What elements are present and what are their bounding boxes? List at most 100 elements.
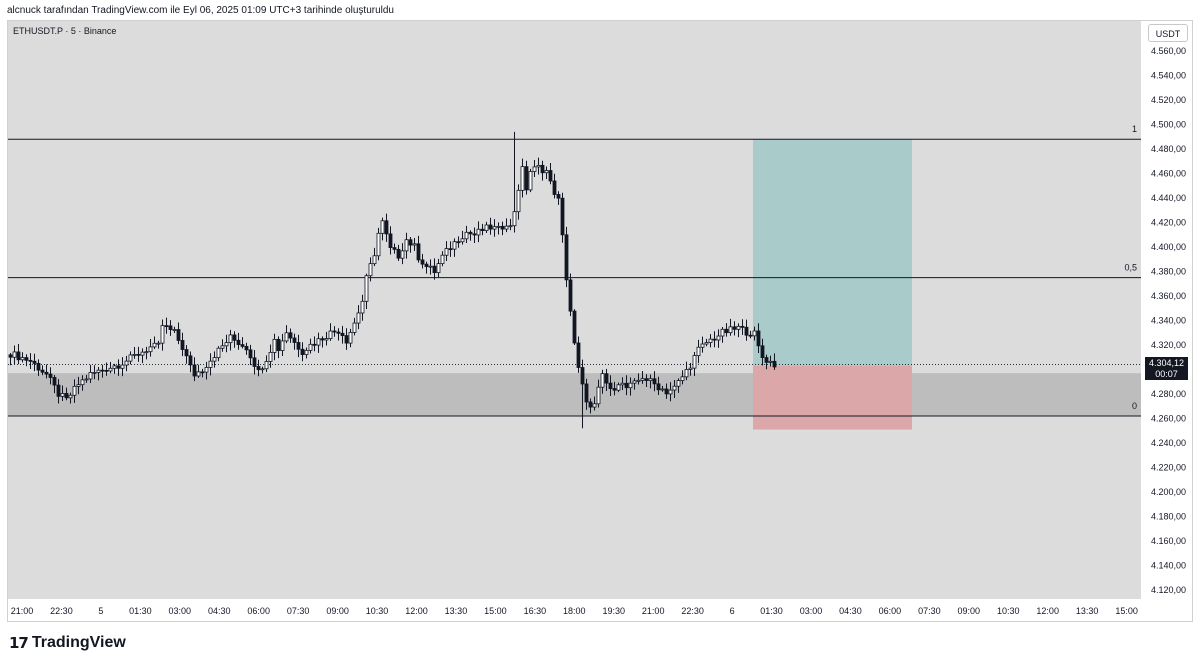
candle-body	[44, 371, 49, 375]
candle-body	[144, 351, 149, 354]
time-tick-label: 09:00	[958, 606, 981, 616]
time-tick-label: 12:00	[1036, 606, 1059, 616]
price-tick-label: 4.500,00	[1151, 120, 1186, 130]
candle-body	[408, 239, 413, 246]
candle-body	[724, 328, 729, 334]
currency-badge[interactable]: USDT	[1148, 24, 1188, 42]
candle-body	[8, 354, 13, 358]
candle-body	[496, 225, 501, 228]
time-tick-label: 15:00	[1115, 606, 1138, 616]
candle-body	[92, 372, 97, 374]
candle-body	[556, 194, 561, 199]
candle-body	[512, 211, 517, 227]
price-tick-label: 4.460,00	[1151, 169, 1186, 179]
price-tick-label: 4.200,00	[1151, 487, 1186, 497]
tradingview-logo-icon: 17	[9, 634, 29, 652]
candle-body	[148, 346, 153, 353]
candle-body	[636, 379, 641, 382]
candle-body	[552, 180, 557, 195]
candle-body	[232, 334, 237, 341]
candle-body	[696, 346, 701, 357]
time-tick-label: 06:00	[879, 606, 902, 616]
candle-body	[596, 386, 601, 405]
price-tick-label: 4.440,00	[1151, 193, 1186, 203]
candle-body	[576, 342, 581, 368]
candle-body	[140, 351, 145, 356]
candle-body	[564, 234, 569, 281]
candle-body	[68, 394, 73, 399]
candle-body	[520, 166, 525, 191]
candle-body	[160, 325, 165, 344]
last-price-badge: 4.304,12 00:07	[1145, 357, 1188, 380]
candle-body	[136, 353, 141, 356]
time-tick-label: 07:30	[918, 606, 941, 616]
candle-body	[712, 338, 717, 341]
candle-body	[48, 373, 53, 378]
candle-body	[508, 225, 513, 228]
take-profit-zone	[753, 139, 912, 366]
candle-body	[640, 378, 645, 381]
candle-body	[20, 357, 25, 361]
candle-body	[424, 263, 429, 268]
candle-body	[296, 342, 301, 350]
candle-body	[244, 346, 249, 351]
time-tick-label: 07:30	[287, 606, 310, 616]
candle-body	[676, 380, 681, 387]
candle-body	[36, 362, 41, 371]
candle-body	[344, 335, 349, 344]
candle-body	[756, 330, 761, 347]
price-tick-label: 4.400,00	[1151, 242, 1186, 252]
candle-body	[588, 401, 593, 408]
time-tick-label: 22:30	[681, 606, 704, 616]
candle-body	[352, 322, 357, 333]
price-tick-label: 4.520,00	[1151, 95, 1186, 105]
chart-frame[interactable]	[7, 20, 1193, 622]
candle-body	[436, 263, 441, 274]
candle-body	[692, 355, 697, 369]
candle-body	[280, 340, 285, 351]
candle-body	[744, 326, 749, 336]
candle-body	[720, 328, 725, 337]
symbol-label[interactable]: ETHUSDT.P · 5 · Binance	[13, 26, 117, 36]
candle-body	[292, 337, 297, 343]
candle-body	[460, 238, 465, 243]
time-tick-label: 10:30	[366, 606, 389, 616]
tradingview-logo[interactable]: 17 TradingView	[9, 634, 126, 652]
candle-body	[452, 241, 457, 250]
candle-body	[388, 233, 393, 249]
candle-body	[112, 365, 117, 369]
candle-body	[64, 393, 69, 399]
time-tick-label: 03:00	[800, 606, 823, 616]
candle-body	[728, 326, 733, 334]
time-tick-label: 06:00	[247, 606, 270, 616]
candle-body	[312, 343, 317, 346]
candle-body	[768, 360, 773, 363]
candle-body	[184, 349, 189, 357]
candle-body	[172, 329, 177, 331]
time-tick-label: 03:00	[169, 606, 192, 616]
candle-body	[624, 382, 629, 389]
candle-body	[704, 342, 709, 345]
candle-body	[236, 339, 241, 345]
candle-body	[276, 338, 281, 351]
price-tick-label: 4.140,00	[1151, 561, 1186, 571]
candle-body	[28, 359, 33, 362]
candle-body	[340, 332, 345, 337]
candle-body	[228, 334, 233, 344]
candle-body	[528, 171, 533, 191]
candle-body	[740, 325, 745, 328]
candle-body	[208, 360, 213, 368]
candle-body	[428, 265, 433, 268]
candle-body	[24, 357, 29, 361]
candle-body	[680, 376, 685, 381]
candle-body	[668, 389, 673, 395]
price-chart[interactable]: 10,50 4.120,004.140,004.160,004.180,004.…	[0, 0, 1200, 634]
price-tick-label: 4.220,00	[1151, 463, 1186, 473]
candle-body	[464, 231, 469, 240]
time-tick-label: 16:30	[524, 606, 547, 616]
candle-body	[632, 380, 637, 384]
candles-layer	[8, 131, 777, 429]
stop-loss-zone	[753, 365, 912, 430]
candle-body	[164, 325, 169, 328]
candle-body	[180, 340, 185, 350]
